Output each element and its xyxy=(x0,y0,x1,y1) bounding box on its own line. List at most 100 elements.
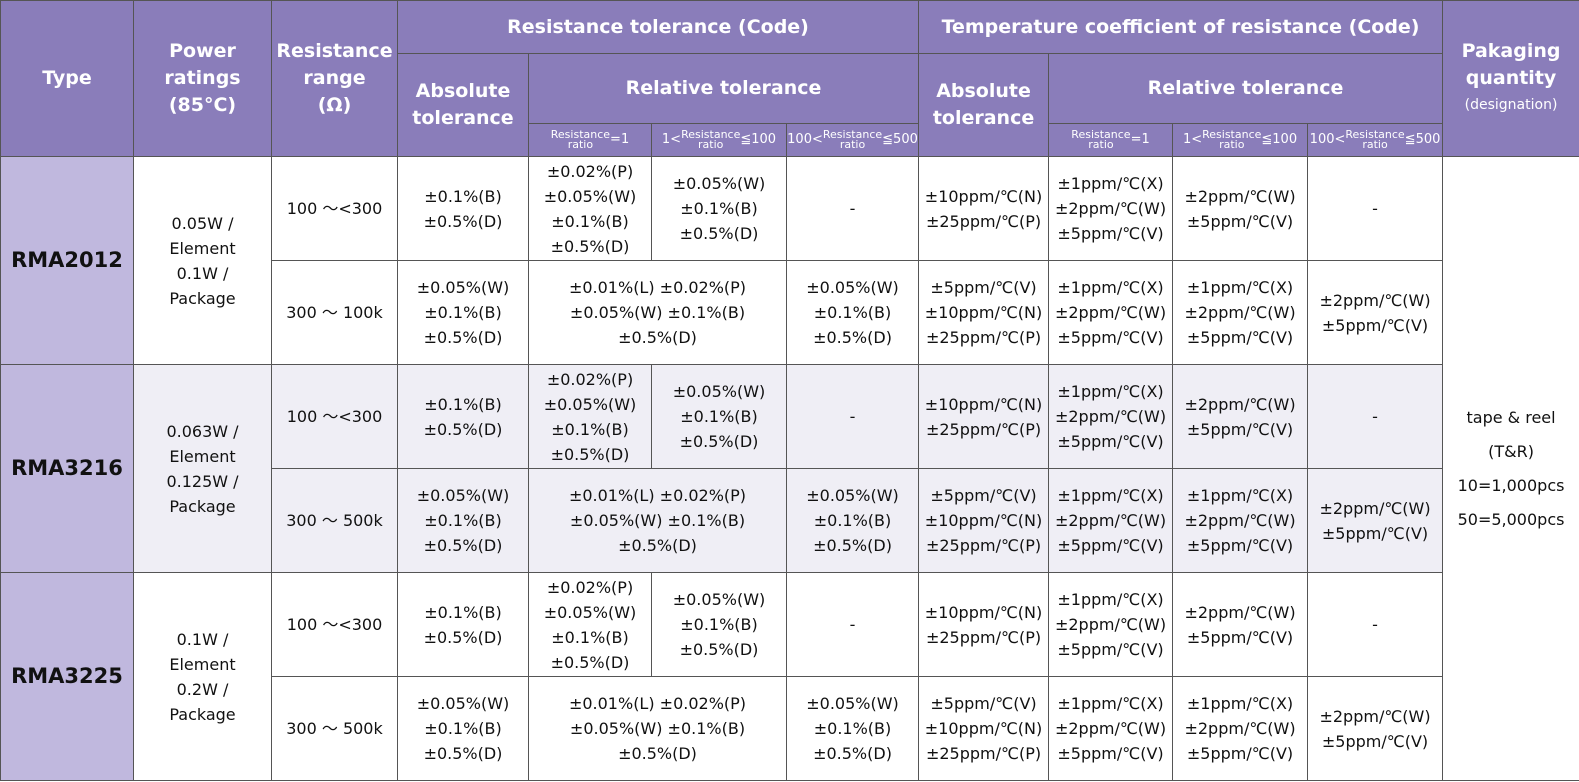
absolute-cell-line: ±10ppm/℃(N) xyxy=(924,602,1043,622)
ratio-stack: Resistance ratio xyxy=(1071,129,1130,150)
relative-cell-line: ±0.5%(D) xyxy=(813,744,892,763)
relative-header-line: Relative tolerance xyxy=(1147,77,1344,99)
ratio-stack: Resistance ratio xyxy=(823,129,882,151)
range-cell-line: 300 ～ 500k xyxy=(286,719,383,738)
relative-cell-line: - xyxy=(849,615,856,634)
absolute-header: Absolute tolerance xyxy=(918,53,1050,157)
relative-cell: ±1ppm/℃(X) ±2ppm/℃(W) ±5ppm/℃(V) xyxy=(1048,364,1174,469)
relative-cell: ±0.05%(W) ±0.1%(B) ±0.5%(D) xyxy=(785,676,920,781)
relative-cell: ±0.05%(W) ±0.1%(B) ±0.5%(D) xyxy=(651,156,787,261)
relative-cell-line: ±2ppm/℃(W) xyxy=(1184,394,1296,414)
relative-cell-line: ±2ppm/℃(W) xyxy=(1184,511,1296,530)
range-cell: 100 ～<300 xyxy=(271,364,398,469)
absolute-cell-line: ±25ppm/℃(P) xyxy=(925,744,1042,763)
ratio-after: ≦100 xyxy=(740,132,777,147)
relative-cell-line: ±2ppm/℃(W) xyxy=(1184,602,1296,622)
ratio-stack: Resistance ratio xyxy=(1345,129,1404,151)
relative-cell: ±0.05%(W) ±0.1%(B) ±0.5%(D) xyxy=(785,260,920,365)
group-header-line: Temperature coefficient of resistance (C… xyxy=(941,15,1420,38)
ratio-top: Resistance xyxy=(1202,128,1262,141)
relative-cell: - xyxy=(785,156,920,261)
relative-cell-line: ±5ppm/℃(V) xyxy=(1186,328,1294,347)
relative-cell: ±1ppm/℃(X) ±2ppm/℃(W) ±5ppm/℃(V) xyxy=(1048,468,1174,573)
relative-cell-line: ±5ppm/℃(V) xyxy=(1186,744,1294,763)
range-cell-line: 100 ～<300 xyxy=(286,199,383,218)
relative-cell-line: ±1ppm/℃(X) xyxy=(1057,382,1164,401)
ratio-after: =1 xyxy=(610,132,630,147)
power-header-line: ratings xyxy=(164,67,241,89)
ratio-bottom: ratio xyxy=(839,138,866,151)
absolute-cell-line: ±0.5%(D) xyxy=(423,744,503,763)
relative-cell-line: ±5ppm/℃(V) xyxy=(1186,627,1294,647)
range-cell: 300 ～ 100k xyxy=(271,260,398,365)
relative-cell-line: - xyxy=(1372,199,1378,218)
relative-cell: - xyxy=(785,572,920,677)
ratio-bottom: ratio xyxy=(698,138,724,151)
power-cell-line: 0.05W / xyxy=(171,213,234,233)
table-body: RMA2012 0.05W / Element 0.1W / Package 100 ～<… xyxy=(0,156,1579,781)
relative-cell: ±2ppm/℃(W) ±5ppm/℃(V) xyxy=(1307,676,1444,781)
range-cell-line: 100 ～<300 xyxy=(286,615,383,634)
ratio-top: Resistance xyxy=(681,128,741,141)
absolute-cell: ±5ppm/℃(V) ±10ppm/℃(N) ±25ppm/℃(P) xyxy=(918,676,1050,781)
packaging-header-line: Pakaging xyxy=(1461,40,1561,62)
relative-cell-line: ±0.05%(W) ±0.1%(B) xyxy=(569,303,746,322)
relative-cell: ±2ppm/℃(W) ±5ppm/℃(V) xyxy=(1307,260,1444,365)
relative-cell-line: ±0.05%(W) xyxy=(672,174,766,193)
relative-cell-line: ±0.1%(B) xyxy=(680,199,758,218)
type-cell: RMA2012 xyxy=(0,156,134,365)
power-cell-line: Package xyxy=(169,704,236,724)
absolute-cell: ±0.1%(B) ±0.5%(D) xyxy=(397,364,529,469)
relative-cell-line: ±5ppm/℃(V) xyxy=(1321,523,1429,543)
relative-cell-line: ±0.02%(P) xyxy=(546,369,634,389)
relative-cell-line: ±5ppm/℃(V) xyxy=(1321,315,1429,335)
ratio-after: ≦500 xyxy=(882,132,918,147)
absolute-cell-line: ±10ppm/℃(N) xyxy=(924,394,1043,414)
packaging-cell-line: 50=5,000pcs xyxy=(1457,509,1565,529)
absolute-cell-line: ±0.5%(D) xyxy=(423,211,503,231)
absolute-cell-line: ±0.05%(W) xyxy=(416,694,510,713)
absolute-cell-line: ±0.1%(B) xyxy=(424,394,502,414)
body-row: 300 ～ 100k ±0.05%(W) ±0.1%(B) ±0.5%(D) ±0.01… xyxy=(1,260,1579,365)
relative-cell-line: ±0.1%(B) xyxy=(551,419,629,439)
range-header: Resistance range (Ω) xyxy=(271,0,398,157)
relative-cell: ±0.02%(P) ±0.05%(W) ±0.1%(B) ±0.5%(D) xyxy=(528,156,652,261)
body-row: 300 ～ 500k ±0.05%(W) ±0.1%(B) ±0.5%(D) ±0.01… xyxy=(1,676,1579,781)
absolute-cell-line: ±10ppm/℃(N) xyxy=(924,719,1043,738)
power-cell-line: 0.2W / xyxy=(176,679,229,699)
relative-cell-line: ±0.1%(B) xyxy=(813,719,892,738)
absolute-cell-line: ±10ppm/℃(N) xyxy=(924,511,1043,530)
absolute-cell: ±0.05%(W) ±0.1%(B) ±0.5%(D) xyxy=(397,468,529,573)
relative-cell: - xyxy=(1307,156,1444,261)
range-cell-line: 300 ～ 100k xyxy=(286,303,383,322)
relative-cell: - xyxy=(1307,364,1444,469)
relative-cell-line: ±5ppm/℃(V) xyxy=(1321,731,1429,751)
ratio-header: 1< Resistance ratio ≦100 xyxy=(1172,123,1309,157)
ratio-bottom: ratio xyxy=(1362,138,1388,151)
relative-header: Relative tolerance xyxy=(1048,53,1444,124)
packaging-cell-line: 10=1,000pcs xyxy=(1457,475,1565,495)
relative-cell-line: ±0.5%(D) xyxy=(679,640,759,659)
relative-cell-line: ±0.5%(D) xyxy=(813,536,892,555)
relative-cell-line: ±1ppm/℃(X) xyxy=(1057,174,1164,193)
relative-cell-line: ±0.05%(W) ±0.1%(B) xyxy=(569,511,746,530)
ratio-after: ≦100 xyxy=(1261,132,1298,147)
relative-cell-line: ±0.1%(B) xyxy=(680,615,758,634)
relative-cell-line: ±2ppm/℃(W) xyxy=(1319,498,1431,518)
packaging-header-line: (designation) xyxy=(1464,97,1558,113)
relative-cell-line: - xyxy=(1372,407,1378,426)
range-header-line: Resistance xyxy=(276,40,393,62)
ratio-before: 100< xyxy=(787,132,823,147)
power-cell-line: Element xyxy=(169,654,236,674)
relative-cell-line: ±0.5%(D) xyxy=(550,444,630,464)
relative-cell-line: ±1ppm/℃(X) xyxy=(1057,590,1164,609)
ratio-header: 1< Resistance ratio ≦100 xyxy=(651,123,787,157)
relative-cell-line: ±0.5%(D) xyxy=(618,536,697,555)
relative-cell: ±2ppm/℃(W) ±5ppm/℃(V) xyxy=(1172,156,1309,261)
relative-cell-line: ±0.5%(D) xyxy=(618,744,697,763)
relative-cell: ±1ppm/℃(X) ±2ppm/℃(W) ±5ppm/℃(V) xyxy=(1172,468,1309,573)
packaging-cell-line: tape & reel xyxy=(1466,407,1556,427)
type-cell-line: RMA3216 xyxy=(11,456,123,480)
power-cell: 0.1W / Element 0.2W / Package xyxy=(133,572,272,781)
